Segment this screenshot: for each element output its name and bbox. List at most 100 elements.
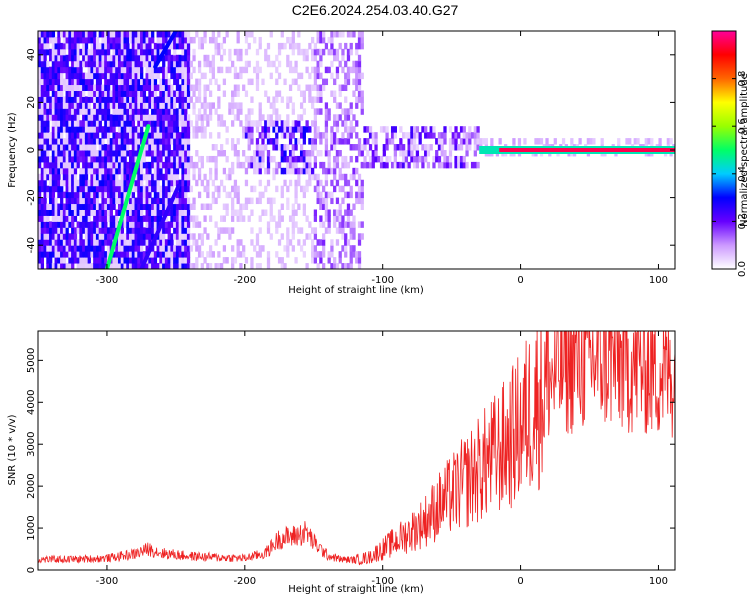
spectrogram-cell (46, 233, 50, 240)
spectrogram-cell (126, 78, 130, 86)
spectrogram-cell (106, 150, 111, 157)
spectrogram-cell (308, 42, 312, 50)
spectrogram-cell (214, 167, 218, 175)
spectrogram-cell (71, 31, 75, 38)
spectrogram-cell (175, 72, 180, 80)
spectrogram-cell (200, 233, 204, 240)
spectrogram-cell (73, 36, 78, 44)
spectrogram-cell (162, 60, 166, 68)
spectrogram-cell (117, 96, 122, 103)
spectrogram-cell (87, 221, 91, 228)
spectrogram-cell (156, 48, 160, 56)
spectrogram-cell (117, 150, 122, 157)
spectrogram-cell (352, 126, 356, 133)
spectrogram-cell (346, 132, 351, 139)
spectrogram-cell (82, 132, 86, 139)
spectrogram-cell (51, 167, 56, 175)
spectrogram-cell (68, 31, 72, 38)
spectrogram-cell (104, 197, 108, 205)
spectrogram-cell (175, 138, 180, 145)
spectrogram-cell (159, 96, 163, 103)
spectrogram-cell (316, 239, 320, 246)
spectrogram-cell (40, 120, 45, 127)
spectrogram-cell (79, 84, 83, 91)
spectrogram-cell (319, 84, 323, 91)
spectrogram-cell (43, 233, 47, 240)
spectrogram-cell (294, 257, 298, 264)
spectrogram-cell (117, 31, 122, 38)
spectrogram-cell (413, 155, 417, 163)
spectrogram-cell (346, 108, 351, 115)
spectrogram-cell (142, 144, 147, 151)
spectrogram-cell (145, 167, 149, 175)
spectrogram-cell (76, 96, 80, 103)
spectrogram-cell (360, 96, 364, 103)
spectrogram-cell (65, 161, 69, 169)
spectrogram-cell (145, 144, 149, 151)
spectrogram-cell (120, 233, 124, 240)
spectrogram-cell (62, 161, 67, 169)
spectrogram-cell (186, 102, 191, 109)
spectrogram-cell (266, 263, 271, 269)
spectrogram-cell (346, 78, 351, 86)
spectrogram-cell (156, 66, 160, 74)
spectrogram-cell (38, 36, 42, 44)
spectrogram-cell (90, 191, 94, 199)
spectrogram-cell (330, 239, 334, 246)
spectrogram-cell (38, 155, 42, 163)
spectrogram-cell (184, 263, 188, 269)
spectrogram-cell (148, 150, 152, 157)
spectrogram-cell (228, 227, 232, 234)
spectrogram-cell (120, 263, 124, 269)
spectrogram-cell (333, 90, 337, 97)
spectrogram-cell (258, 227, 262, 234)
spectrogram-cell (65, 36, 69, 44)
spectrogram-cell (415, 132, 420, 139)
spectrogram-cell (335, 209, 340, 216)
spectrogram-cell (258, 251, 262, 258)
spectrogram-cell (385, 126, 389, 133)
spectrogram-cell (288, 167, 293, 175)
spectrogram-cell (137, 132, 141, 139)
spectrogram-cell (236, 191, 240, 199)
spectrogram-cell (437, 138, 442, 145)
spectrogram-cell (170, 155, 174, 163)
spectrogram-cell (131, 185, 136, 193)
spectrogram-cell (131, 31, 136, 38)
spectrogram-cell (137, 257, 141, 264)
spectrogram-cell (170, 221, 174, 228)
spectrogram-cell (145, 78, 149, 86)
spectrogram-cell (286, 161, 290, 169)
spectrogram-cell (206, 203, 210, 210)
spectrogram-cell (308, 167, 312, 175)
spectrogram-cell (294, 179, 298, 187)
spectrogram-cell (164, 144, 169, 151)
spectrogram-cell (264, 48, 268, 56)
spectrogram-cell (186, 233, 191, 240)
spectrogram-cell (266, 155, 271, 163)
spectrogram-cell (90, 60, 94, 68)
spectrogram-cell (344, 173, 348, 181)
spectrogram-cell (344, 263, 348, 269)
spectrogram-cell (344, 84, 348, 91)
spectrogram-cell (71, 126, 75, 133)
spectrogram-cell (51, 138, 56, 145)
spectrogram-cell (148, 191, 152, 199)
spectrogram-cell (349, 144, 353, 151)
spectrogram-cell (134, 144, 138, 151)
spectrogram-cell (244, 132, 249, 139)
spectrogram-cell (87, 72, 91, 80)
spectrogram-cell (440, 138, 444, 145)
spectrogram-cell (137, 227, 141, 234)
spectrogram-cell (297, 48, 301, 56)
spectrogram-cell (106, 72, 111, 80)
spectrogram-cell (131, 120, 136, 127)
spectrogram-cell (313, 96, 318, 103)
spectrogram-cell (106, 54, 111, 62)
spectrogram-cell (206, 84, 210, 91)
spectrogram-cell (73, 227, 78, 234)
spectrogram-cell (98, 138, 102, 145)
spectrogram-cell (104, 48, 108, 56)
spectrogram-cell (126, 239, 130, 246)
spectrogram-cell (214, 108, 218, 115)
